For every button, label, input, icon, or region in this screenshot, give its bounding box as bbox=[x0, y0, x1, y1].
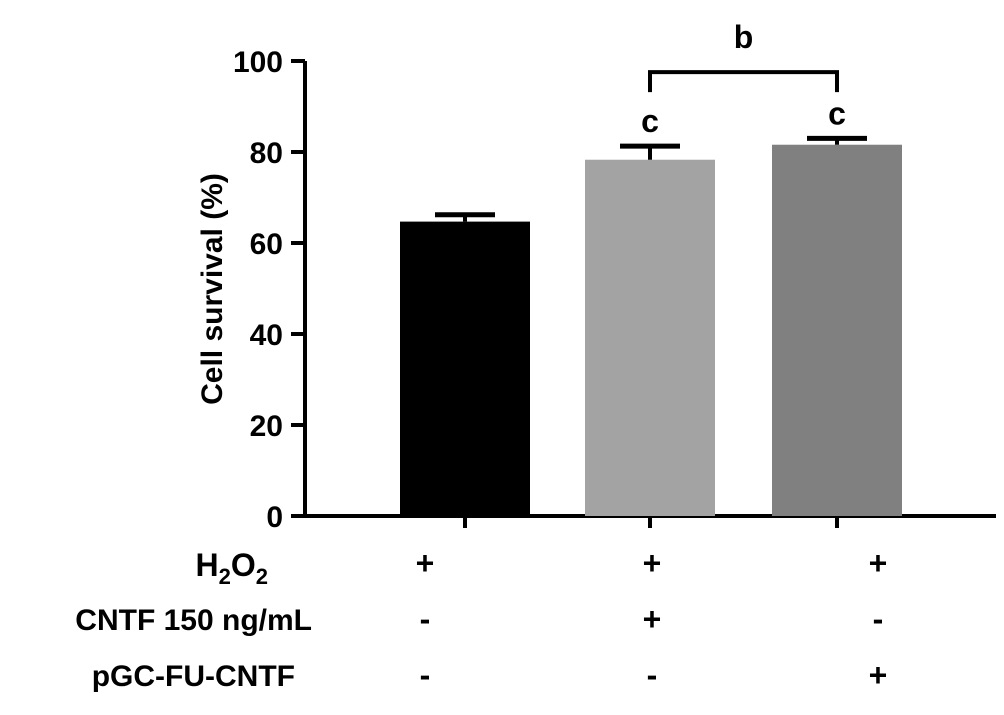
bars bbox=[400, 135, 902, 517]
bracket-label: b bbox=[734, 19, 754, 55]
plus-sign: + bbox=[869, 657, 888, 693]
significance-bracket bbox=[648, 70, 839, 93]
axes: 0 20 40 60 80 100 Cell survival (%) bbox=[196, 46, 996, 534]
plus-sign: + bbox=[416, 545, 435, 581]
minus-sign: - bbox=[420, 657, 431, 693]
plus-sign: + bbox=[869, 545, 888, 581]
bar bbox=[772, 144, 902, 516]
y-tick-label: 80 bbox=[250, 137, 283, 170]
labels: c c b H2O2 + + + CNTF 150 ng/mL - + - pGC-FU-CNTF - -… bbox=[75, 19, 887, 693]
bar bbox=[400, 221, 530, 517]
y-axis-label: Cell survival (%) bbox=[196, 173, 229, 405]
plus-sign: + bbox=[643, 601, 662, 637]
y-tick-label: 60 bbox=[250, 228, 283, 261]
plus-sign: + bbox=[643, 545, 662, 581]
y-tick-label: 40 bbox=[250, 319, 283, 352]
condition-label-h2o2: H2O2 bbox=[196, 547, 269, 589]
condition-label: pGC-FU-CNTF bbox=[92, 660, 295, 693]
significance-letter: c bbox=[641, 103, 659, 139]
y-tick-label: 20 bbox=[250, 410, 283, 443]
minus-sign: - bbox=[420, 601, 431, 637]
y-tick-label: 0 bbox=[266, 501, 283, 534]
minus-sign: - bbox=[873, 601, 884, 637]
y-tick-label: 100 bbox=[233, 46, 283, 79]
condition-label: CNTF 150 ng/mL bbox=[75, 604, 312, 637]
bar bbox=[585, 159, 715, 517]
significance-letter: c bbox=[828, 95, 846, 131]
minus-sign: - bbox=[647, 657, 658, 693]
